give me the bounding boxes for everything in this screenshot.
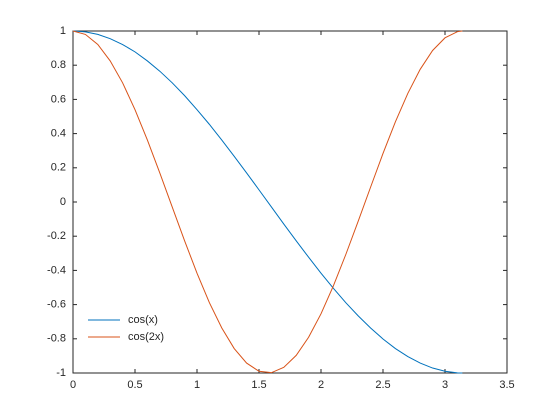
y-tick-label: -0.8 bbox=[47, 333, 66, 345]
y-tick-label: 0.8 bbox=[51, 59, 66, 71]
plot-area bbox=[73, 31, 507, 373]
y-tick-label: -0.2 bbox=[47, 230, 66, 242]
y-tick-label: 0.2 bbox=[51, 162, 66, 174]
x-tick-label: 3.5 bbox=[499, 379, 514, 391]
y-tick-label: 0.4 bbox=[51, 128, 66, 140]
x-tick-label: 0 bbox=[70, 379, 76, 391]
x-tick-label: 3 bbox=[442, 379, 448, 391]
y-tick-label: 0 bbox=[60, 196, 66, 208]
x-tick-label: 0.5 bbox=[127, 379, 142, 391]
y-tick-label: -0.6 bbox=[47, 299, 66, 311]
x-tick-label: 1 bbox=[194, 379, 200, 391]
line-series bbox=[72, 30, 463, 374]
x-tick-label: 2 bbox=[318, 379, 324, 391]
y-tick-label: 0.6 bbox=[51, 93, 66, 105]
x-tick-label: 2.5 bbox=[375, 379, 390, 391]
legend-label: cos(x) bbox=[128, 314, 158, 326]
x-tick-label: 1.5 bbox=[251, 379, 266, 391]
y-tick-label: 1 bbox=[60, 25, 66, 37]
y-tick-label: -1 bbox=[56, 367, 66, 379]
axes-box bbox=[72, 30, 508, 374]
line-series bbox=[72, 30, 463, 374]
y-tick-label: -0.4 bbox=[47, 264, 66, 276]
legend-label: cos(2x) bbox=[128, 331, 164, 343]
